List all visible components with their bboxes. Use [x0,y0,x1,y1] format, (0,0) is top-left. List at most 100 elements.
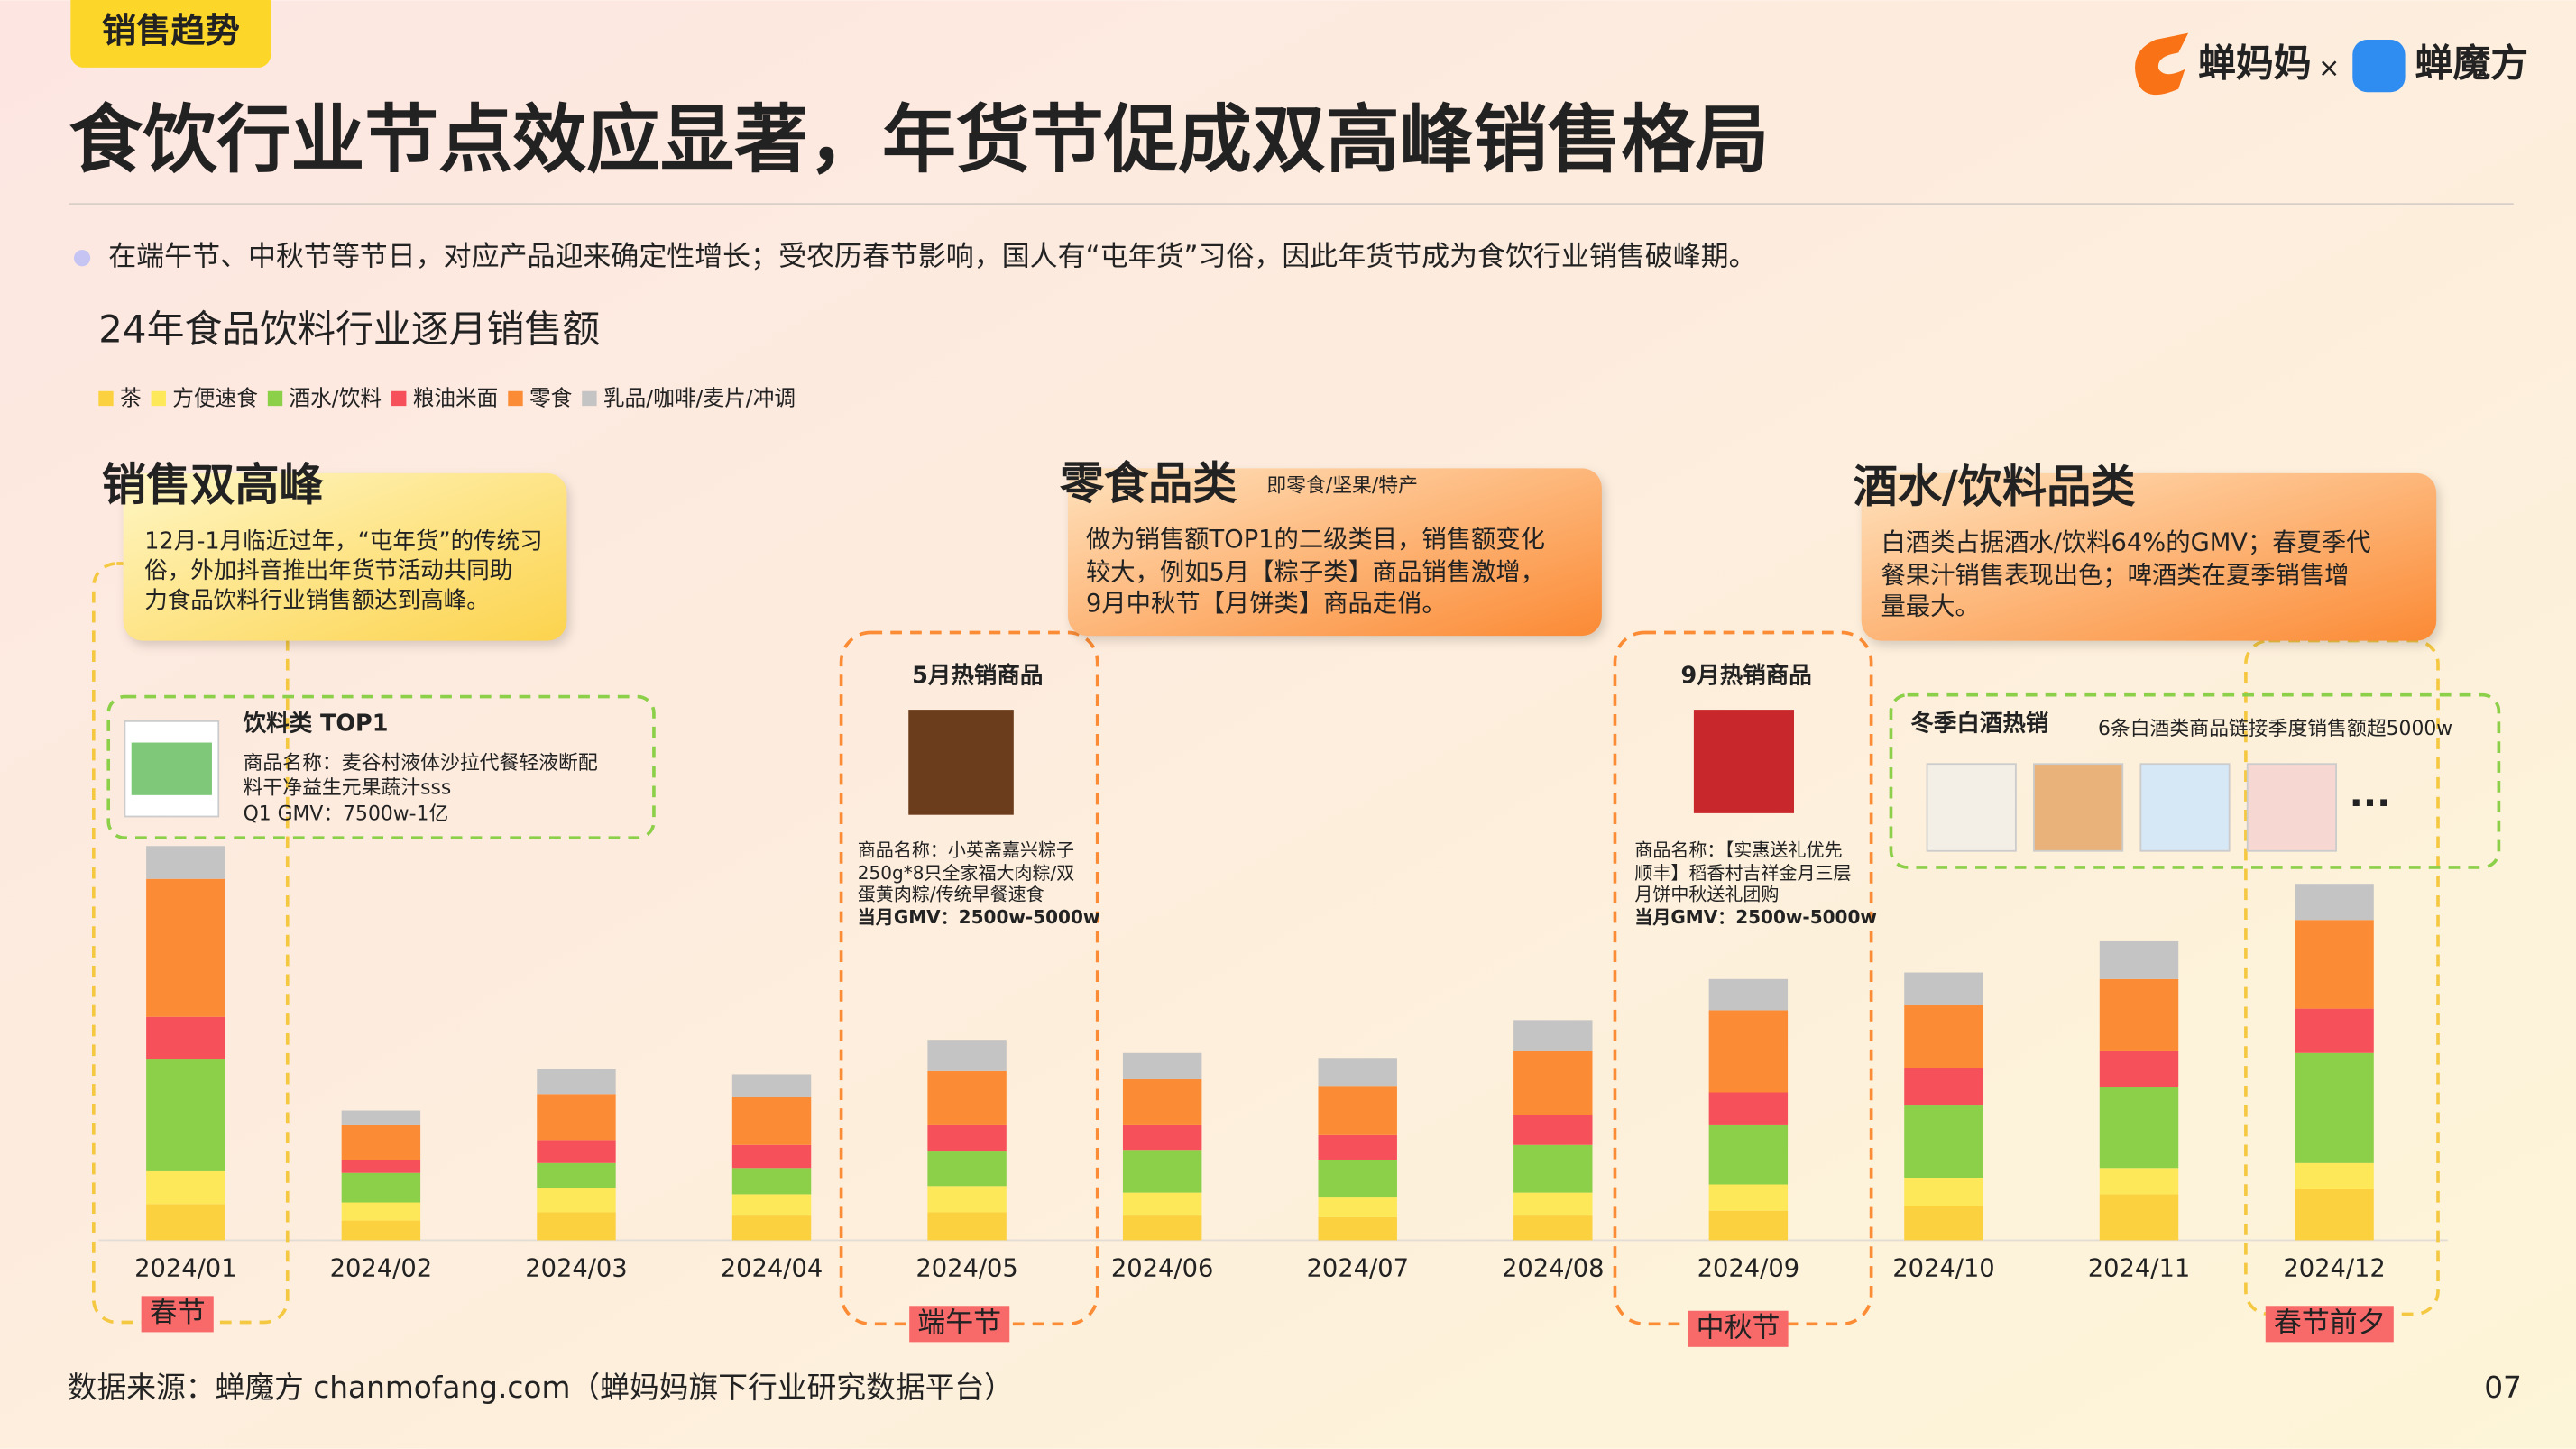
bar-segment [731,1215,812,1241]
logo-icon [2352,39,2406,93]
bar-segment [2099,1168,2179,1195]
callout-box [1861,472,2437,641]
chart-title: 24年食品饮料行业逐月销售额 [98,307,600,352]
bar-segment [1122,1150,1202,1193]
legend-swatch [267,390,283,407]
more: ··· [2350,783,2391,824]
event-box [909,1306,1010,1343]
legend-label: 乳品/咖啡/麦片/冲调 [603,385,796,410]
legend-label: 酒水/饮料 [289,385,382,410]
callout-text: 9月中秋节【月饼类】商品走俏。 [1086,590,1447,618]
bar-segment [1708,1124,1789,1185]
bar-segment [2295,1052,2374,1163]
bar-segment [731,1074,812,1097]
bar-segment [927,1212,1007,1241]
legend-swatch [582,390,597,407]
product-image [2246,763,2337,852]
product-text: 蛋黄肉粽/传统早餐速食 [858,883,1044,904]
bar-segment [146,1170,225,1205]
callout-text: 做为销售额TOP1的二级类目，销售额变化 [1086,526,1545,554]
product-title: 饮料类 TOP1 [243,711,389,738]
bar-segment [927,1186,1007,1213]
bar-segment [1904,1206,1983,1241]
bar-segment [146,846,225,879]
product-image [908,710,1014,815]
event-box [141,1296,214,1333]
x-tick-label: 2024/02 [330,1255,432,1283]
bar-segment [2295,884,2374,921]
event-label: 春节前夕 [2274,1307,2386,1339]
bar-segment [341,1160,421,1173]
bar-segment [1122,1078,1202,1125]
x-tick-label: 2024/07 [1306,1255,1408,1283]
bar-segment [2099,978,2179,1051]
bar-segment [1122,1052,1202,1079]
callout-subtitle: 即零食/坚果/特产 [1266,474,1418,497]
bar-segment [2295,920,2374,1009]
event-label: 中秋节 [1697,1311,1780,1344]
bar-segment [731,1194,812,1216]
bar-segment [1513,1115,1593,1145]
bar-segment [1513,1144,1593,1193]
bar-segment [146,1016,225,1060]
bullet-dot [73,250,91,267]
bar-segment [1122,1192,1202,1216]
legend-label: 方便速食 [172,385,258,410]
bar-segment [341,1172,421,1203]
bar-segment [146,878,225,1017]
legend-label: 茶 [120,385,142,410]
legend-swatch [508,390,523,407]
product-text: 当月GMV：2500w-5000w [1634,906,1877,928]
tag: 销售趋势 [102,11,240,51]
bar-segment [1318,1197,1397,1217]
bar-segment [1122,1215,1202,1241]
bar-segment [1513,1020,1593,1051]
bar-segment [1318,1086,1397,1135]
product-image [131,742,212,795]
callout-text: 12月-1月临近过年，“屯年货”的传统习 [144,527,542,555]
legend-swatch [98,390,114,407]
bar-segment [1708,1184,1789,1211]
bar-segment [537,1212,616,1241]
bar-segment [1318,1160,1397,1198]
callout-title: 销售双高峰 [102,459,324,511]
bullet: 在端午节、中秋节等节日，对应产品迎来确定性增长；受农历春节影响，国人有“屯年货”… [108,241,1756,273]
bar-segment [2099,1194,2179,1241]
legend-label: 零食 [529,385,573,410]
bar-segment [927,1070,1007,1125]
bar-segment [2295,1162,2374,1189]
page-number: 07 [2484,1371,2522,1405]
x-tick-label: 2024/12 [2283,1255,2385,1283]
callout-text: 白酒类占据酒水/饮料64%的GMV；春夏季代 [1881,529,2371,557]
x-tick-label: 2024/05 [915,1255,1017,1283]
product-text: 顺丰】稻香村吉祥金月三层 [1634,862,1851,884]
product-image [1926,763,2017,852]
x-tick-label: 2024/01 [134,1255,236,1283]
bar-segment [731,1168,812,1195]
bar-segment [731,1144,812,1169]
bar-segment [1708,1210,1789,1241]
callout-text: 餐果汁销售表现出色；啤酒类在夏季销售增 [1881,562,2350,590]
bar-segment [731,1096,812,1145]
bar-segment [341,1220,421,1241]
bar-segment [1708,1092,1789,1125]
bar-segment [927,1124,1007,1152]
bar-segment [927,1040,1007,1071]
logo-left: 蝉妈妈 [2198,41,2312,86]
product-image [2033,763,2124,852]
bar-segment [1904,1105,1983,1178]
bar-segment [341,1124,421,1160]
highlight-box [2244,638,2440,1316]
bar-segment [2295,1008,2374,1053]
product-note: 6条白酒类商品链接季度销售额超5000w [2098,718,2452,740]
x-tick-label: 2024/10 [1892,1255,1994,1283]
callout-text: 较大，例如5月【粽子类】商品销售激增， [1086,558,1545,586]
x-tick-label: 2024/11 [2088,1255,2190,1283]
bar-segment [2295,1188,2374,1241]
callout-title: 零食品类 [1060,457,1237,509]
product-text: 商品名称：小英斋嘉兴粽子 [858,839,1074,860]
legend-label: 粮油米面 [413,385,499,410]
event-box [1688,1310,1789,1347]
bar-segment [537,1188,616,1213]
bar-segment [1318,1058,1397,1087]
